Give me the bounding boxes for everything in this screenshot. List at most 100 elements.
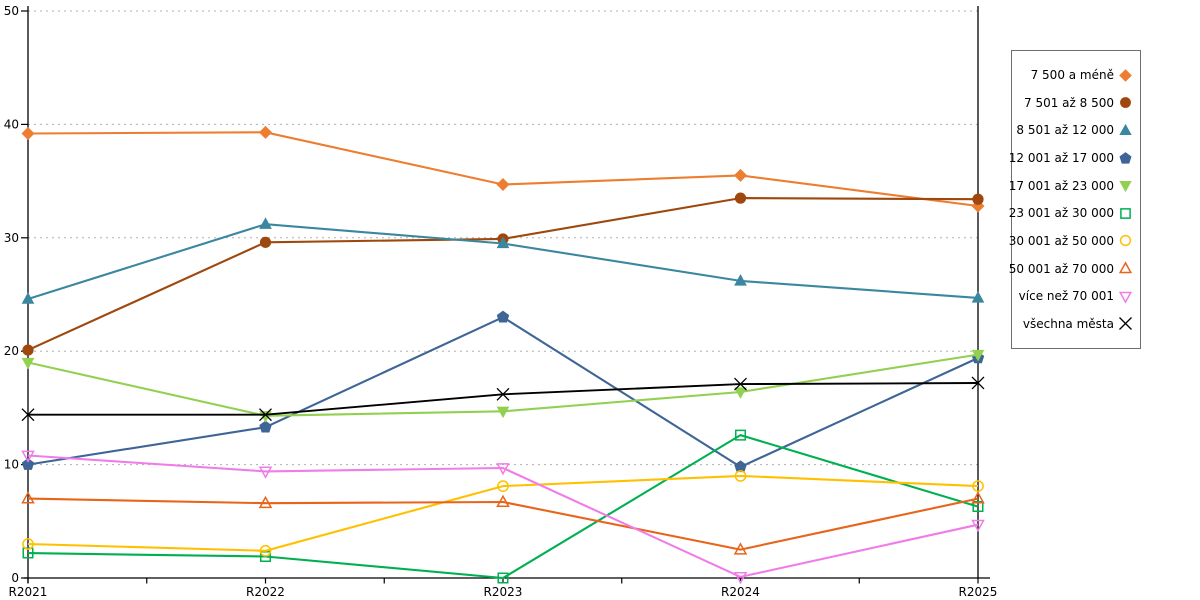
triangle-down-marker — [971, 349, 985, 362]
triangle-down-marker — [971, 519, 985, 533]
legend-item-2: 8 501 až 12 000 — [1016, 123, 1133, 138]
series-line — [27, 474, 979, 552]
triangle-down-marker — [21, 450, 35, 463]
x-marker — [496, 387, 510, 401]
diamond-marker — [496, 177, 510, 192]
legend-marker-icon — [1119, 68, 1132, 82]
legend-item-7: 50 001 až 70 000 — [1009, 261, 1133, 276]
legend-item-5: 23 001 až 30 000 — [1009, 206, 1133, 221]
circle-marker — [259, 544, 272, 557]
series-line — [27, 353, 979, 417]
triangle-up-marker — [21, 292, 35, 304]
square-marker — [497, 572, 509, 584]
square-marker — [259, 550, 272, 562]
series-line — [27, 197, 979, 352]
triangle-up-marker — [971, 291, 985, 303]
legend-item-4: 17 001 až 23 000 — [1009, 178, 1133, 193]
triangle-down-marker — [733, 571, 748, 585]
triangle-down-marker — [496, 463, 510, 476]
legend-item-6: 30 001 až 50 000 — [1009, 233, 1133, 248]
legend-label: více než 70 001 — [1018, 289, 1114, 304]
x-axis-label: R2025 — [959, 585, 998, 599]
x-axis-label: R2021 — [9, 585, 48, 599]
y-axis-label: 0 — [11, 571, 19, 585]
legend-label: 8 501 až 12 000 — [1016, 123, 1114, 138]
triangle-up-marker — [496, 236, 510, 249]
legend-label: 17 001 až 23 000 — [1008, 178, 1114, 193]
triangle-up-marker — [734, 274, 747, 286]
series-line — [27, 316, 979, 468]
y-axis-label: 30 — [4, 231, 19, 245]
legend-label: 12 001 až 17 000 — [1008, 151, 1114, 165]
legend-marker-icon — [1119, 151, 1132, 164]
x-marker — [259, 408, 272, 422]
circle-marker — [972, 193, 984, 205]
y-axis-label: 50 — [4, 4, 19, 18]
pentagon-marker — [496, 310, 510, 323]
legend-marker-icon — [1119, 317, 1132, 331]
legend-item-0: 7 500 a méně — [1016, 68, 1133, 83]
series-8 — [21, 450, 985, 585]
legend-marker-icon — [1119, 123, 1132, 135]
triangle-up-marker — [733, 542, 748, 555]
series-2 — [21, 217, 985, 304]
circle-marker — [734, 192, 747, 204]
series-line — [27, 131, 979, 208]
triangle-up-marker — [21, 491, 35, 504]
diamond-marker — [733, 168, 748, 182]
x-marker — [971, 376, 985, 390]
pentagon-marker — [734, 460, 747, 473]
triangle-down-marker — [1119, 181, 1132, 193]
triangle-up-marker — [1118, 261, 1133, 274]
series-line — [27, 454, 979, 578]
x-axis-label: R2023 — [484, 585, 523, 599]
triangle-up-marker — [1119, 123, 1132, 135]
triangle-down-marker — [734, 387, 747, 399]
circle-marker — [259, 236, 272, 248]
legend-item-1: 7 501 až 8 500 — [1016, 95, 1133, 110]
legend-marker-icon — [1120, 97, 1131, 109]
circle-marker — [1120, 97, 1131, 109]
triangle-up-marker — [971, 491, 985, 504]
legend-marker-icon — [1118, 291, 1133, 304]
triangle-up-marker — [259, 217, 272, 229]
legend-label: 7 500 a méně — [1030, 68, 1114, 83]
series-line — [27, 434, 979, 580]
legend-marker-icon — [1120, 207, 1131, 219]
pentagon-marker — [259, 420, 272, 433]
legend-box: 7 500 a méně 7 501 až 8 500 8 501 až 12 00… — [1008, 50, 1141, 349]
diamond-marker — [258, 125, 273, 139]
legend-label: 23 001 až 30 000 — [1008, 206, 1114, 221]
pentagon-marker — [21, 458, 35, 470]
series-line — [27, 497, 979, 551]
series-7 — [21, 491, 985, 555]
x-marker — [1119, 317, 1132, 331]
x-axis-label: R2022 — [246, 585, 285, 599]
triangle-down-marker — [258, 466, 273, 479]
triangle-up-marker — [258, 495, 273, 509]
diamond-marker — [971, 199, 985, 213]
circle-marker — [972, 480, 984, 492]
circle-marker — [1119, 235, 1132, 247]
series-5 — [22, 429, 984, 584]
y-axis-label: 40 — [4, 117, 19, 131]
series-0 — [21, 125, 985, 213]
legend-marker-icon — [1119, 235, 1132, 247]
legend-item-8: více než 70 001 — [1016, 289, 1133, 304]
circle-marker — [22, 538, 34, 550]
circle-marker — [734, 470, 747, 482]
series-9 — [21, 376, 985, 422]
pentagon-marker — [1119, 151, 1132, 164]
circle-marker — [497, 480, 509, 492]
x-marker — [21, 408, 35, 422]
legend-marker-icon — [1118, 261, 1133, 274]
series-4 — [21, 349, 985, 423]
x-marker — [734, 377, 747, 391]
legend-marker-icon — [1119, 181, 1132, 193]
legend-label: 50 001 až 70 000 — [1008, 261, 1114, 276]
square-marker — [972, 501, 984, 513]
legend-label: 7 501 až 8 500 — [1024, 95, 1114, 110]
circle-marker — [22, 344, 34, 356]
